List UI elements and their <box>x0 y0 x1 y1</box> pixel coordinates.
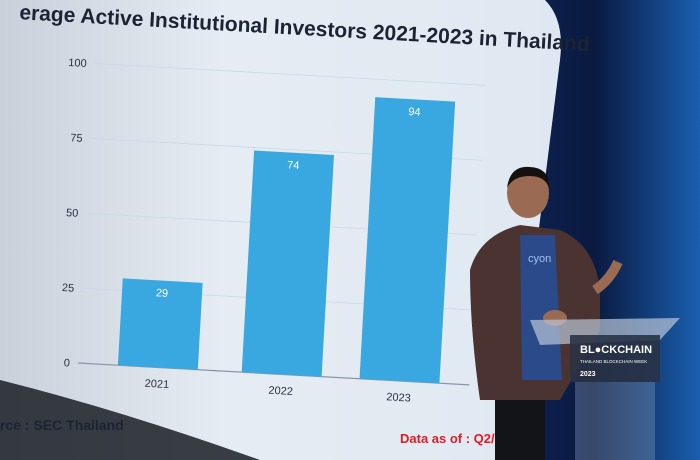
bar-2022 <box>241 150 334 377</box>
podium-subtitle: THAILAND BLOCKCHAIN WEEK <box>580 359 647 364</box>
bar-chart: erage Active Institutional Investors 202… <box>19 1 590 405</box>
data-as-of-note: Data as of : Q2/2 <box>400 431 502 446</box>
x-tick-label: 2021 <box>144 378 169 391</box>
bar-2021 <box>117 278 203 370</box>
bar-2023 <box>359 97 456 384</box>
data-label: 29 <box>156 287 169 300</box>
podium <box>530 318 680 460</box>
y-tick-label: 75 <box>70 132 83 145</box>
grid-line <box>94 63 487 86</box>
shadow <box>0 380 260 460</box>
podium-year: 2023 <box>580 371 596 378</box>
data-label: 94 <box>408 106 421 119</box>
presenter <box>470 166 623 460</box>
data-label: 74 <box>287 159 300 172</box>
x-tick-label: 2023 <box>386 391 411 404</box>
source-note: rce : SEC Thailand <box>0 417 124 433</box>
podium-brand: BL●CKCHAIN <box>580 344 652 356</box>
chart-bars: 29 2021 74 2022 94 2023 <box>117 97 456 405</box>
y-tick-label: 25 <box>62 282 75 295</box>
y-tick-label: 0 <box>63 357 70 369</box>
y-tick-label: 100 <box>68 57 87 70</box>
shirt-text: cyon <box>528 253 551 265</box>
x-tick-label: 2022 <box>268 385 293 398</box>
y-tick-label: 50 <box>66 207 79 220</box>
